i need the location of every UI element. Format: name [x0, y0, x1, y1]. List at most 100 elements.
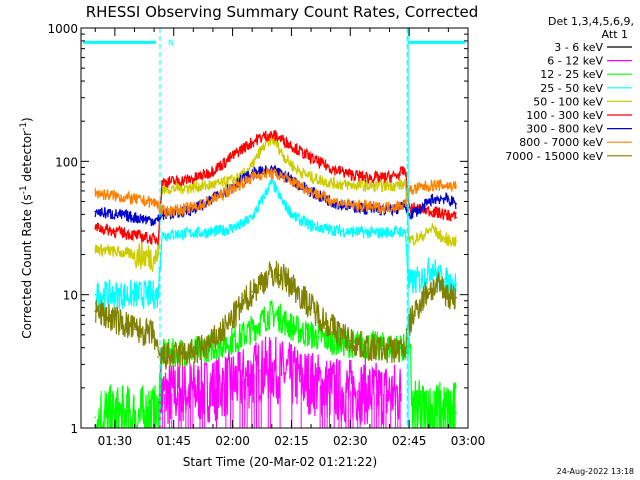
series-2-point — [333, 340, 336, 342]
night-indicator: N — [83, 28, 465, 428]
series-line-8 — [94, 260, 457, 370]
series-8-point — [428, 288, 430, 290]
series-8-point — [271, 272, 273, 275]
series-8-point — [114, 318, 116, 321]
series-line-7 — [94, 167, 457, 219]
series-6-point — [255, 172, 257, 174]
series-3 — [94, 177, 458, 310]
series-5-point — [333, 168, 336, 171]
series-3-point — [133, 293, 136, 296]
series-5-point — [302, 152, 305, 154]
series-5-point — [192, 178, 195, 180]
series-1-point — [294, 376, 297, 379]
series-2-point — [223, 342, 226, 345]
x-axis: 01:30 01:45 02:00 02:15 02:30 02:45 03:00 — [94, 28, 485, 448]
series-7-point — [365, 205, 367, 208]
series-3-point — [251, 216, 253, 219]
series-4-point — [282, 155, 285, 157]
x-tick-label: 02:45 — [392, 434, 427, 448]
series-7-point — [380, 206, 383, 209]
series-3-point — [404, 230, 407, 232]
series-4-point — [420, 236, 422, 238]
x-tick-label: 02:15 — [274, 434, 309, 448]
series-3-point — [114, 293, 116, 296]
series-4-point — [114, 250, 116, 253]
series-4-point — [431, 226, 434, 229]
series-4-point — [408, 238, 410, 241]
series-4-point — [157, 256, 159, 259]
plot-area: N — [83, 28, 465, 428]
series-7-point — [255, 174, 257, 177]
series-2-spikes — [100, 390, 456, 428]
series-4-point — [341, 183, 344, 186]
plot-frame — [80, 27, 469, 429]
series-2-point — [271, 312, 273, 315]
legend-label-6: 300 - 800 keV — [526, 123, 603, 136]
series-2-point — [157, 416, 159, 419]
series-5-point — [208, 172, 210, 174]
series-3-point — [310, 224, 312, 227]
y-axis-label: Corrected Count Rate (s-1 detector-1) — [19, 117, 34, 338]
series-5-point — [94, 226, 96, 229]
series-5-point — [404, 169, 407, 171]
series-1-point — [271, 367, 273, 370]
series-8-point — [263, 278, 265, 281]
series-8 — [94, 260, 458, 370]
series-8-point — [161, 356, 163, 358]
series-7-point — [431, 184, 434, 187]
series-8-point — [239, 306, 242, 309]
series-5-point — [274, 135, 277, 137]
series-3-point — [259, 203, 261, 205]
night-marker-label: N — [168, 38, 174, 47]
series-3-point — [153, 293, 155, 296]
series-7-point — [443, 184, 446, 187]
series-8-point — [455, 296, 458, 299]
series-8-point — [302, 296, 305, 299]
series-3-point — [176, 233, 179, 235]
legend-label-1: 6 - 12 keV — [547, 55, 603, 68]
series-5-point — [396, 174, 399, 177]
series-6-point — [157, 219, 159, 222]
series-3-point — [161, 234, 163, 236]
series-3-point — [239, 224, 242, 227]
series-7-point — [349, 204, 352, 206]
legend-label-7: 800 - 7000 keV — [519, 136, 603, 149]
y-tick-label: 1 — [70, 422, 78, 436]
series-3-point — [94, 293, 96, 296]
series-7-point — [302, 186, 305, 188]
series-7-point — [223, 192, 226, 194]
series-8-point — [278, 274, 281, 277]
x-tick-label: 02:30 — [333, 434, 368, 448]
series-5-point — [133, 234, 136, 236]
series-5-point — [286, 141, 289, 144]
series-5-point — [380, 177, 383, 179]
series-7-point — [176, 209, 179, 211]
series-4-point — [208, 184, 210, 187]
series-4-point — [259, 150, 261, 153]
series-4-point — [192, 186, 195, 188]
series-3-point — [412, 280, 414, 283]
series-3-point — [223, 229, 226, 231]
generation-timestamp: 24-Aug-2022 13:18 — [557, 467, 634, 476]
series-3-point — [274, 188, 277, 190]
series-7-point — [153, 201, 155, 204]
series-4-point — [176, 187, 179, 189]
series-5-point — [239, 149, 242, 151]
series-3-point — [431, 264, 434, 267]
series-2-point — [318, 336, 320, 339]
series-6-point — [455, 203, 458, 205]
series-2-point — [239, 336, 242, 339]
series-5-point — [443, 213, 446, 216]
series-1-point — [259, 369, 261, 372]
series-5 — [94, 130, 458, 246]
series-7-point — [404, 203, 407, 205]
series-5-point — [408, 206, 410, 209]
legend-label-8: 7000 - 15000 keV — [505, 150, 603, 163]
series-2-point — [94, 416, 96, 419]
series-3-point — [294, 216, 297, 219]
chart-title: RHESSI Observing Summary Count Rates, Co… — [86, 3, 479, 21]
series-6-point — [94, 210, 96, 213]
series-2-point — [455, 412, 458, 414]
series-7-point — [208, 200, 210, 203]
